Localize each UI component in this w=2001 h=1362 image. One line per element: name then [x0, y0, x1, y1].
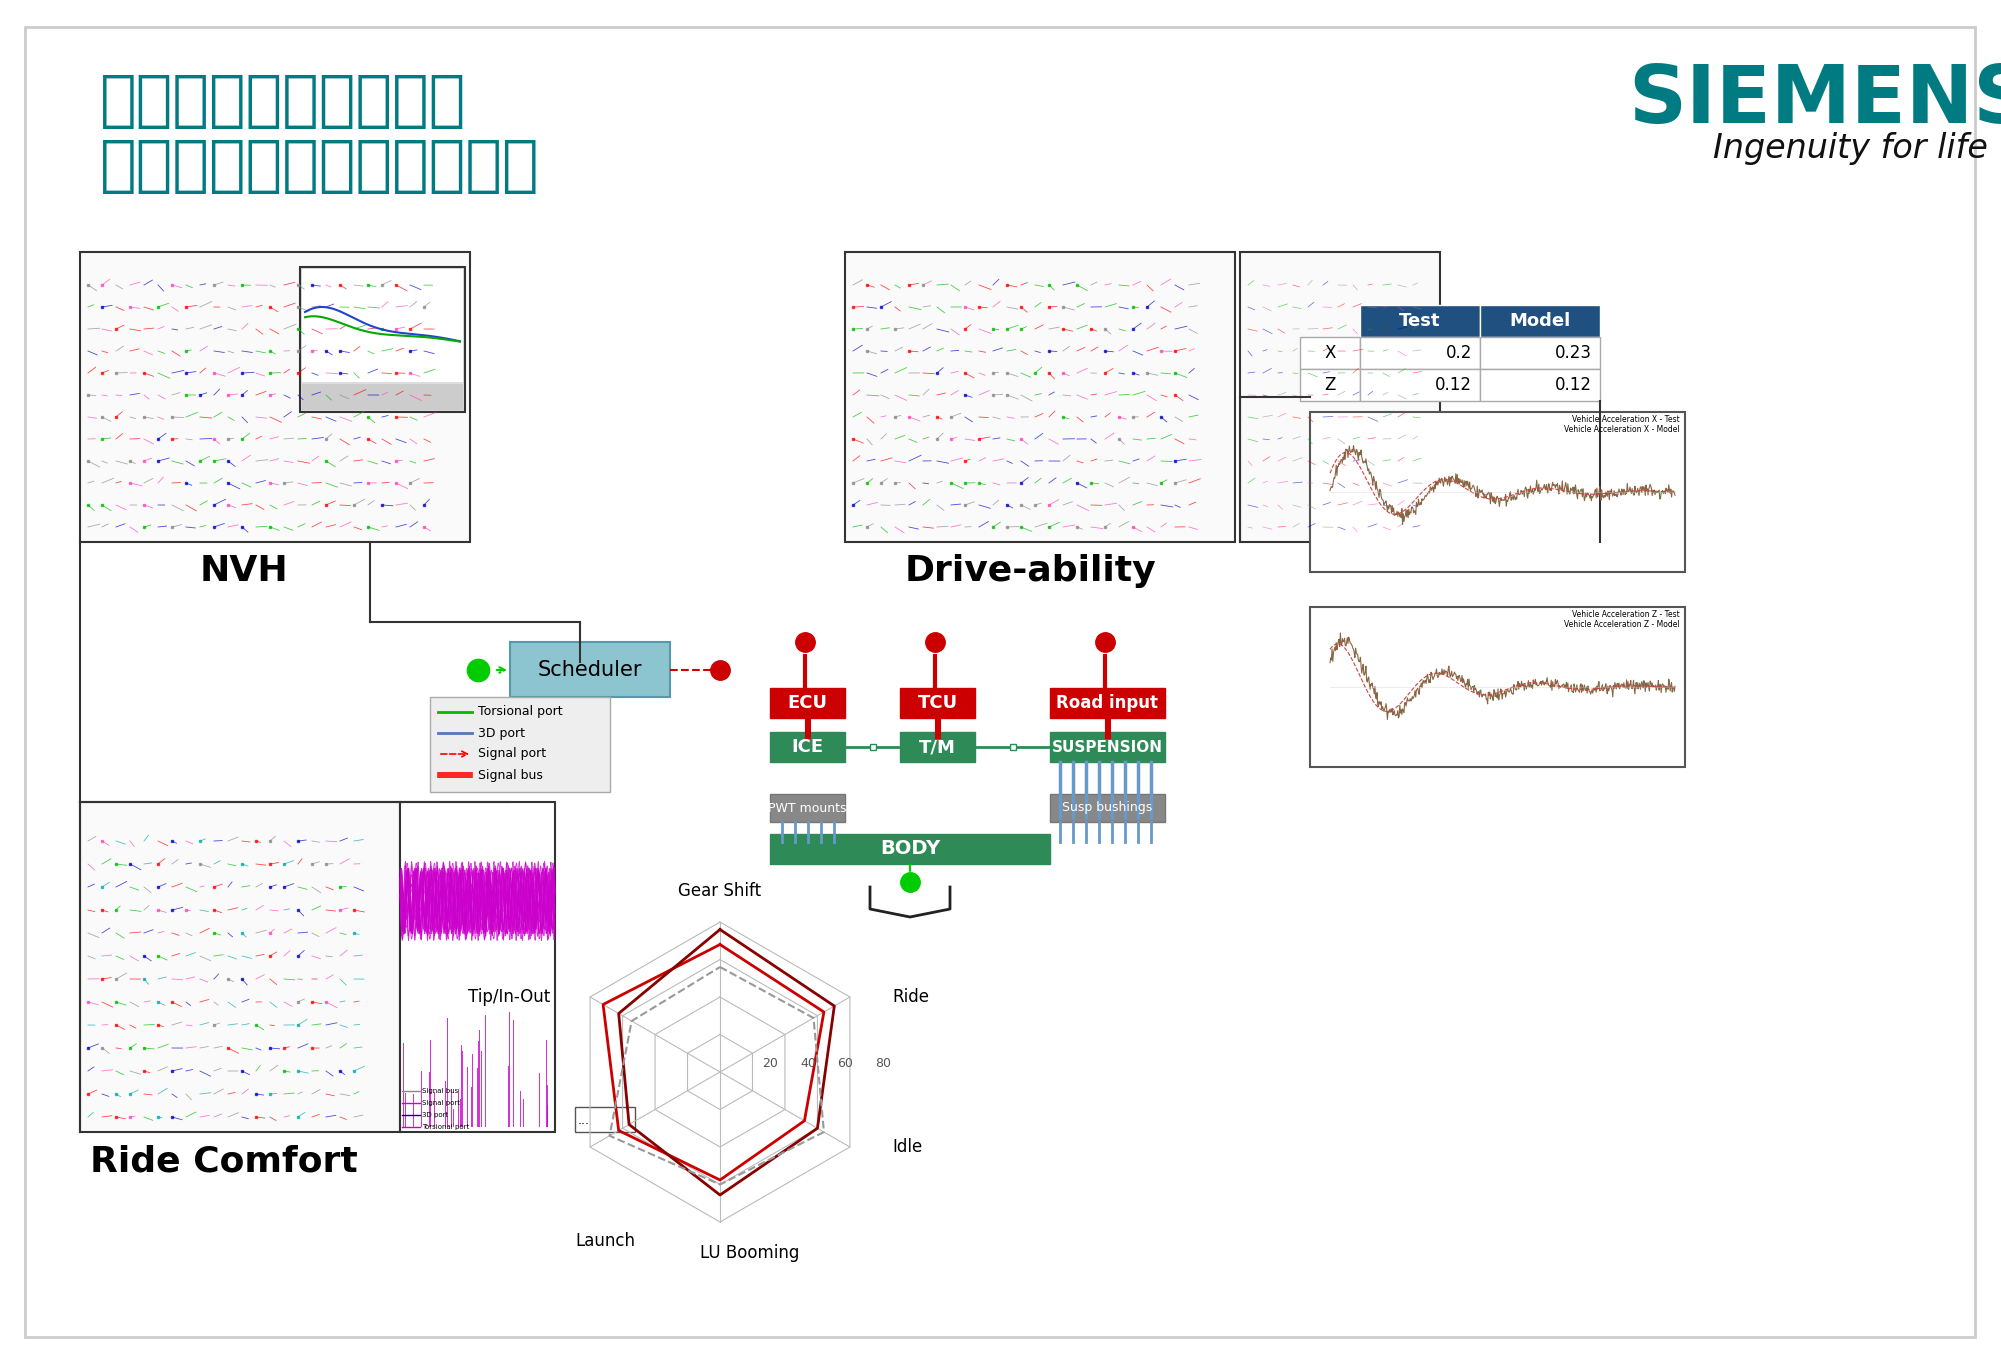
Bar — [430, 697, 610, 791]
Bar — [400, 802, 554, 1132]
Text: Idle: Idle — [892, 1139, 922, 1156]
Text: Ride Comfort: Ride Comfort — [90, 1144, 358, 1178]
Bar — [844, 252, 1235, 542]
Bar — [1361, 336, 1481, 369]
Bar — [574, 1107, 634, 1132]
Text: Drive-ability: Drive-ability — [904, 554, 1157, 588]
Text: X: X — [1325, 345, 1337, 362]
Text: 20: 20 — [762, 1057, 778, 1071]
Bar — [300, 267, 464, 411]
Bar — [770, 731, 844, 761]
Text: 三个维度的技术支撑：: 三个维度的技术支撑： — [100, 72, 466, 131]
Text: 40: 40 — [800, 1057, 816, 1071]
Text: Gear Shift: Gear Shift — [678, 883, 762, 900]
Bar — [80, 252, 470, 542]
Bar — [900, 688, 974, 718]
Text: Vehicle Acceleration Z - Test
Vehicle Acceleration Z - Model: Vehicle Acceleration Z - Test Vehicle Ac… — [1565, 610, 1681, 629]
Text: ECU: ECU — [788, 695, 828, 712]
Text: Susp bushings: Susp bushings — [1063, 801, 1153, 814]
Bar — [1301, 336, 1361, 369]
Text: ...: ... — [578, 1114, 590, 1126]
Text: Signal port: Signal port — [478, 748, 546, 760]
Text: 0.23: 0.23 — [1555, 345, 1593, 362]
Text: Scheduler: Scheduler — [538, 659, 642, 680]
Text: Launch: Launch — [574, 1233, 634, 1250]
Text: Tip/In-Out: Tip/In-Out — [468, 987, 550, 1007]
Bar — [302, 270, 462, 381]
Text: 60: 60 — [838, 1057, 852, 1071]
Bar — [1481, 369, 1601, 400]
Text: Ingenuity for life: Ingenuity for life — [1713, 132, 1987, 165]
Bar — [1481, 305, 1601, 336]
Bar — [1361, 369, 1481, 400]
Bar — [1241, 252, 1441, 542]
Text: Test: Test — [1399, 312, 1441, 330]
Text: 0.12: 0.12 — [1555, 376, 1593, 394]
Bar — [770, 794, 844, 823]
Bar — [1051, 688, 1165, 718]
Text: Signal bus: Signal bus — [422, 1088, 458, 1094]
Text: T/M: T/M — [918, 738, 956, 756]
Text: Signal bus: Signal bus — [478, 768, 542, 782]
Text: 0.2: 0.2 — [1445, 345, 1473, 362]
Bar — [302, 384, 462, 410]
Text: Road input: Road input — [1057, 695, 1159, 712]
Text: Torsional port: Torsional port — [422, 1124, 470, 1130]
Bar — [770, 834, 1051, 864]
Text: TCU: TCU — [916, 695, 958, 712]
Text: 3D port: 3D port — [422, 1111, 448, 1118]
Text: 0.12: 0.12 — [1435, 376, 1473, 394]
Text: SUSPENSION: SUSPENSION — [1053, 740, 1163, 755]
Bar — [80, 802, 400, 1132]
Text: Signal port: Signal port — [422, 1100, 460, 1106]
Text: NVH: NVH — [200, 554, 288, 588]
Bar — [1311, 411, 1685, 572]
Text: LU Booming: LU Booming — [700, 1244, 800, 1263]
Text: SIEMENS: SIEMENS — [1629, 63, 2001, 140]
Bar — [770, 688, 844, 718]
Text: 80: 80 — [874, 1057, 890, 1071]
Bar — [1051, 794, 1165, 823]
Text: 3D port: 3D port — [478, 726, 524, 740]
Text: Ride: Ride — [892, 987, 928, 1007]
Text: Torsional port: Torsional port — [478, 706, 562, 719]
Text: PWT mounts: PWT mounts — [768, 801, 846, 814]
Bar — [1361, 305, 1481, 336]
Bar — [1481, 336, 1601, 369]
Bar — [1051, 731, 1165, 761]
Bar — [510, 642, 670, 697]
Bar — [1301, 369, 1361, 400]
Text: Vehicle Acceleration X - Test
Vehicle Acceleration X - Model: Vehicle Acceleration X - Test Vehicle Ac… — [1565, 415, 1681, 434]
Text: BODY: BODY — [880, 839, 940, 858]
Text: Z: Z — [1325, 376, 1337, 394]
Text: ICE: ICE — [792, 738, 824, 756]
Bar — [900, 731, 974, 761]
Bar — [1311, 607, 1685, 767]
Text: Model: Model — [1509, 312, 1571, 330]
Text: 整车系统集成，多属性平衡: 整车系统集成，多属性平衡 — [100, 138, 540, 196]
